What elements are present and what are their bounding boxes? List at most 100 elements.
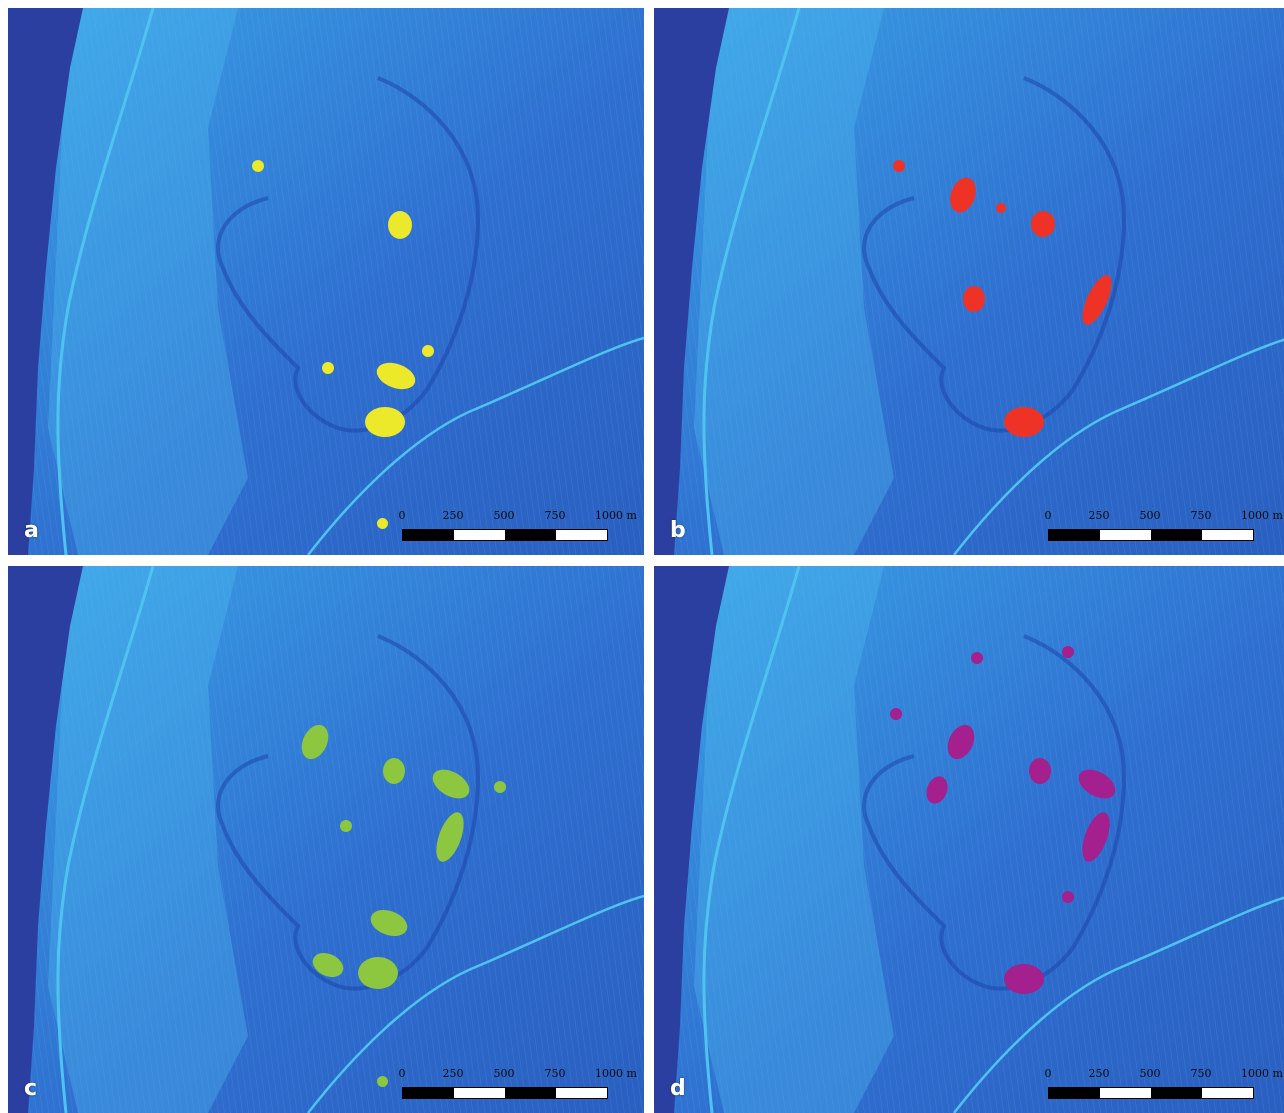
road-line <box>953 338 1284 555</box>
site-marker <box>1004 964 1044 994</box>
site-marker <box>950 177 976 213</box>
scale-segment <box>454 1088 505 1098</box>
scale-segment <box>1151 1088 1202 1098</box>
scale-tick-label: 250 <box>442 509 464 522</box>
scale-bar: 0 250 500 750 1000 m <box>398 509 637 547</box>
scale-segment <box>1049 530 1100 540</box>
river-lowland <box>8 566 83 1113</box>
site-marker <box>890 708 902 720</box>
panel-label: b <box>670 518 686 543</box>
scale-tick-label: 1000 m <box>595 509 637 522</box>
road-line <box>307 336 644 555</box>
site-marker <box>376 362 416 390</box>
site-marker <box>1082 275 1112 325</box>
scale-tick-label: 1000 m <box>595 1067 637 1080</box>
site-marker <box>312 952 344 978</box>
scale-tick-label: 750 <box>1190 1067 1212 1080</box>
road-line <box>953 896 1284 1113</box>
scale-segment <box>454 530 505 540</box>
scale-tick-label: 1000 m <box>1241 509 1283 522</box>
site-marker <box>971 652 983 664</box>
scale-tick-label: 500 <box>1139 509 1161 522</box>
scale-tick-label: 750 <box>1190 509 1212 522</box>
panel-label: a <box>24 518 39 543</box>
map-panel-c: c 0 250 500 750 1000 m <box>8 566 644 1113</box>
scale-tick-label: 500 <box>493 1067 515 1080</box>
terrain-ridge <box>862 634 1127 991</box>
site-marker <box>893 160 905 172</box>
site-marker <box>1078 769 1116 799</box>
scale-tick-label: 0 <box>1044 509 1052 522</box>
scale-segment <box>1049 1088 1100 1098</box>
scale-segments <box>402 529 608 541</box>
site-marker <box>322 362 334 374</box>
site-marker <box>301 724 329 760</box>
terrain-plateau <box>694 566 894 1113</box>
scale-segment <box>505 530 556 540</box>
site-marker <box>947 724 975 760</box>
river-lowland <box>654 8 729 555</box>
scale-tick-label: 750 <box>544 1067 566 1080</box>
road-line <box>702 8 801 555</box>
scale-tick-label: 0 <box>1044 1067 1052 1080</box>
site-marker <box>1062 891 1074 903</box>
road-line <box>56 8 155 555</box>
site-marker <box>1062 646 1074 658</box>
legend-dot <box>377 1076 388 1087</box>
scale-segment <box>1202 530 1253 540</box>
panel-label: d <box>670 1076 686 1101</box>
scale-tick-label: 250 <box>1088 1067 1110 1080</box>
site-marker <box>365 407 405 437</box>
scale-segment <box>403 1088 454 1098</box>
river-lowland <box>8 8 83 555</box>
scale-tick-label: 250 <box>442 1067 464 1080</box>
scale-segment <box>556 1088 607 1098</box>
map-panel-b: b 0 250 500 750 1000 m <box>654 8 1284 555</box>
site-marker <box>422 345 434 357</box>
road-line <box>56 566 155 1113</box>
site-marker <box>926 776 948 804</box>
site-marker <box>1082 812 1110 862</box>
scale-tick-label: 0 <box>398 1067 406 1080</box>
site-marker <box>996 203 1006 213</box>
scale-segment <box>1100 1088 1151 1098</box>
site-marker <box>370 909 408 937</box>
scale-segment <box>403 530 454 540</box>
site-marker <box>1031 211 1055 237</box>
terrain-map <box>654 566 1284 1113</box>
scale-segment <box>505 1088 556 1098</box>
legend-dot <box>377 518 388 529</box>
scale-bar: 0 250 500 750 1000 m <box>1044 1067 1283 1105</box>
site-marker <box>436 812 464 862</box>
scale-segments <box>1048 529 1254 541</box>
site-marker <box>383 758 405 784</box>
site-marker <box>432 769 470 799</box>
terrain-ridge <box>216 634 481 991</box>
map-panel-d: d 0 250 500 750 1000 m <box>654 566 1284 1113</box>
scale-tick-label: 750 <box>544 509 566 522</box>
road-line <box>307 894 644 1113</box>
scale-bar: 0 250 500 750 1000 m <box>1044 509 1283 547</box>
scale-segments <box>1048 1087 1254 1099</box>
river-lowland <box>654 566 729 1113</box>
scale-ticks: 0 250 500 750 1000 m <box>1044 509 1283 525</box>
scale-segment <box>1202 1088 1253 1098</box>
terrain-ridge <box>862 76 1127 433</box>
terrain-map <box>8 8 644 555</box>
terrain-map <box>8 566 644 1113</box>
scale-tick-label: 500 <box>493 509 515 522</box>
site-marker <box>388 211 412 239</box>
site-marker <box>963 286 985 312</box>
scale-segments <box>402 1087 608 1099</box>
terrain-map <box>654 8 1284 555</box>
terrain-plateau <box>48 8 248 555</box>
scale-ticks: 0 250 500 750 1000 m <box>398 1067 637 1083</box>
site-marker <box>358 957 398 989</box>
scale-tick-label: 250 <box>1088 509 1110 522</box>
terrain-plateau <box>48 566 248 1113</box>
terrain-plateau <box>694 8 894 555</box>
scale-tick-label: 0 <box>398 509 406 522</box>
scale-segment <box>1151 530 1202 540</box>
site-marker <box>1029 758 1051 784</box>
scale-bar: 0 250 500 750 1000 m <box>398 1067 637 1105</box>
